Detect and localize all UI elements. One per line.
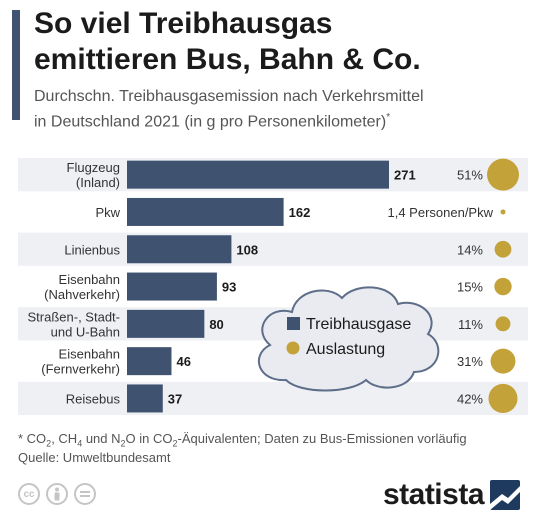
footnote-sub: 2 bbox=[46, 438, 52, 449]
emission-bar bbox=[127, 235, 232, 264]
footnote-part: , CH bbox=[51, 431, 78, 446]
load-bubble bbox=[495, 316, 511, 332]
legend-swatch-load bbox=[286, 341, 300, 355]
load-value-label: 11% bbox=[458, 317, 483, 332]
footnote-part: -Äquivalenten; Daten zu Bus-Emissionen v… bbox=[177, 431, 467, 446]
license-icons: cc bbox=[18, 483, 96, 505]
bar-value-label: 80 bbox=[209, 317, 223, 332]
category-label: Straßen-, Stadt-und U-Bahn bbox=[28, 309, 120, 339]
legend-label-load: Auslastung bbox=[306, 341, 385, 358]
load-bubble bbox=[494, 277, 512, 296]
footnote-sub: 4 bbox=[77, 438, 83, 449]
attribution-icon[interactable] bbox=[46, 483, 68, 505]
bar-value-label: 271 bbox=[394, 168, 416, 183]
legend-label-emissions: Treibhausgase bbox=[306, 316, 411, 333]
page-title: So viel Treibhausgas emittieren Bus, Bah… bbox=[34, 7, 421, 76]
no-derivatives-icon[interactable] bbox=[74, 483, 96, 505]
footnote-sub: 2 bbox=[120, 438, 126, 449]
load-bubble bbox=[487, 158, 519, 191]
footnote-part: und N bbox=[82, 431, 121, 446]
row-band bbox=[18, 381, 528, 416]
category-label: Eisenbahn (Nahverkehr) bbox=[44, 272, 120, 302]
bar-value-label: 162 bbox=[289, 205, 311, 220]
source-line: Quelle: Umweltbundesamt bbox=[18, 450, 171, 465]
statista-logo-icon bbox=[490, 480, 520, 510]
legend-swatch-emissions bbox=[287, 317, 300, 330]
emission-bar bbox=[127, 309, 205, 338]
subtitle-footnote-marker: * bbox=[386, 112, 391, 123]
emission-bar bbox=[127, 347, 172, 376]
load-value-label: 14% bbox=[457, 242, 483, 257]
load-bubble bbox=[500, 209, 506, 215]
bar-value-label: 93 bbox=[222, 280, 236, 295]
emission-bar bbox=[127, 160, 389, 189]
category-label: Flugzeug (Inland) bbox=[67, 160, 120, 190]
emission-bar bbox=[127, 272, 217, 301]
emission-bar bbox=[127, 197, 284, 226]
load-bubble bbox=[488, 383, 518, 413]
legend-cloud bbox=[258, 286, 440, 392]
load-value-label: 31% bbox=[457, 354, 483, 369]
page-subtitle: Durchschn. Treibhausgasemission nach Ver… bbox=[34, 86, 534, 132]
bar-value-label: 46 bbox=[176, 354, 190, 369]
category-label: Reisebus bbox=[66, 391, 121, 406]
row-band bbox=[18, 232, 528, 266]
footnote: * CO2, CH4 und N2O in CO2-Äquivalenten; … bbox=[18, 429, 467, 454]
footnote-part: O in CO bbox=[125, 431, 173, 446]
load-bubble bbox=[494, 240, 512, 258]
load-value-label: 15% bbox=[457, 280, 483, 295]
statista-brand[interactable]: statista bbox=[383, 478, 520, 512]
footnote-part: * CO bbox=[18, 431, 47, 446]
emission-bar bbox=[127, 384, 163, 413]
category-label: Pkw bbox=[95, 205, 120, 220]
subtitle-text: Durchschn. Treibhausgasemission nach Ver… bbox=[34, 88, 424, 131]
category-label: Eisenbahn (Fernverkehr) bbox=[41, 347, 120, 377]
load-value-label: 42% bbox=[457, 391, 483, 406]
cc-icon[interactable]: cc bbox=[18, 483, 40, 505]
load-bubble bbox=[490, 348, 516, 374]
emissions-chart: Flugzeug (Inland) 271 51% Pkw 162 1,4 Personen… bbox=[18, 158, 528, 416]
bar-value-label: 37 bbox=[168, 391, 182, 406]
brand-name: statista bbox=[382, 478, 485, 511]
load-value-label: 51% bbox=[457, 168, 483, 183]
load-value-label: 1,4 Personen/Pkw bbox=[387, 205, 493, 220]
category-label: Linienbus bbox=[64, 242, 120, 257]
bar-value-label: 108 bbox=[236, 242, 258, 257]
title-accent-bar bbox=[12, 10, 20, 120]
footnote-sub: 2 bbox=[172, 438, 178, 449]
